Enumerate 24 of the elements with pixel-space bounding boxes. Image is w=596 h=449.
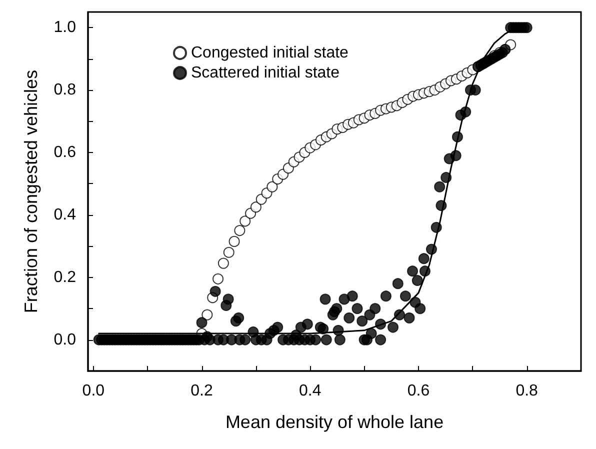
y-axis-title: Fraction of congested vehicles [21, 70, 41, 314]
point [202, 309, 213, 320]
x-tick-label: 0.8 [516, 382, 538, 400]
y-tick-label: 0.6 [54, 144, 76, 161]
point [234, 225, 246, 236]
legend-label: Scattered initial state [191, 64, 340, 82]
point [266, 181, 278, 192]
x-axis-title: Mean density of whole lane [225, 412, 444, 432]
point [212, 273, 224, 284]
y-tick-label: 0.8 [54, 82, 76, 99]
x-tick-label: 0.2 [190, 382, 213, 400]
point [223, 246, 234, 258]
point [250, 202, 262, 213]
point [218, 258, 229, 269]
y-tick-label: 0.0 [54, 331, 76, 348]
x-tick-label: 0.4 [298, 382, 322, 400]
x-tick-label: 0.6 [407, 382, 430, 400]
y-tick-label: 1.0 [54, 19, 76, 36]
y-tick-label: 0.4 [54, 206, 76, 224]
legend-label: Congested initial state [191, 44, 349, 62]
point [228, 236, 240, 247]
point [240, 216, 251, 227]
y-tick-label: 0.2 [54, 268, 76, 286]
x-tick-label: 0.0 [82, 382, 105, 400]
